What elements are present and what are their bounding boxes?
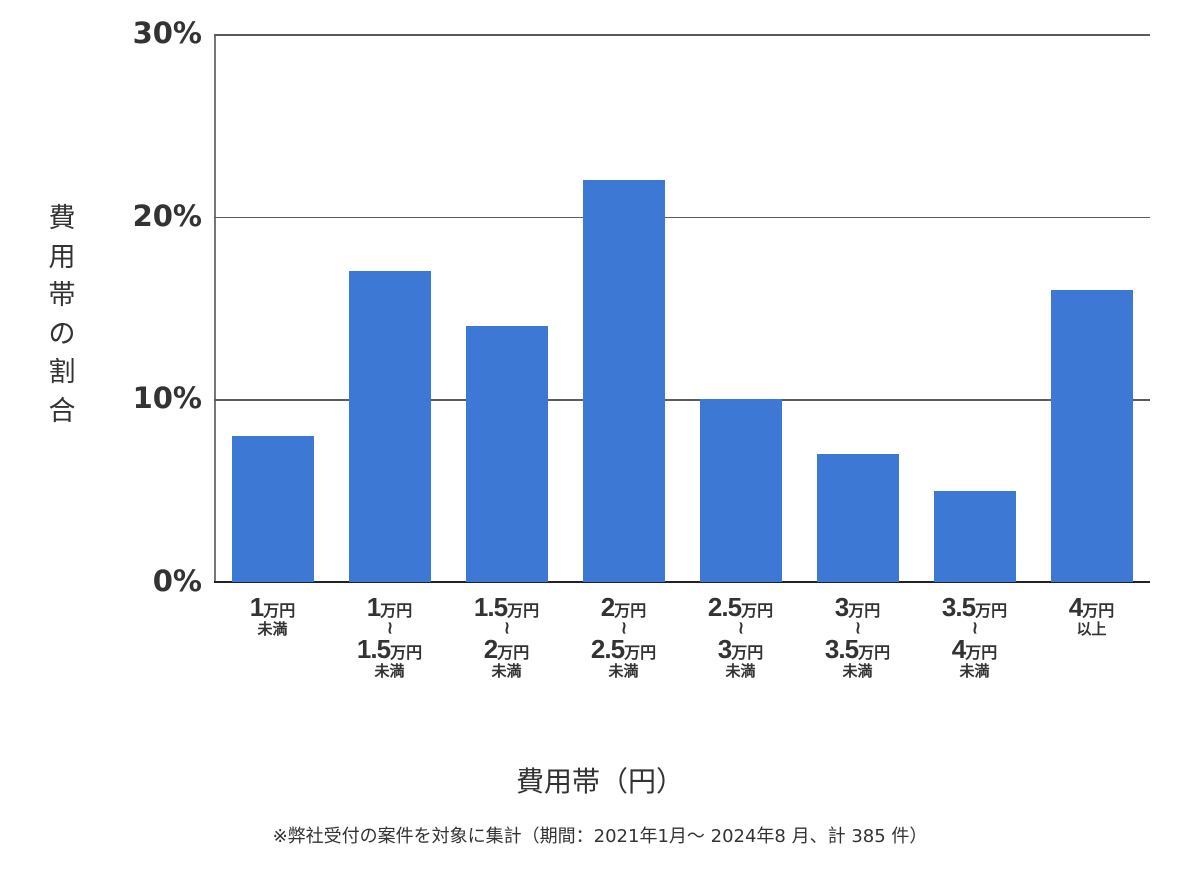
x-tick-label: 1万円 ~1.5万円 未満 — [356, 592, 423, 680]
y-axis-title: 費 用 帯 の 割 合 — [48, 203, 76, 427]
plot-area — [214, 34, 1150, 583]
x-tick-label: 2万円 ~2.5万円 未満 — [590, 592, 657, 680]
x-tick-label: 2.5万円 ~3万円 未満 — [707, 592, 774, 680]
x-tick-label: 4万円 以上 — [1068, 592, 1115, 638]
x-tick-label: 1万円 未満 — [249, 592, 296, 638]
bar — [231, 435, 314, 582]
x-tick-label: 3万円 ~3.5万円 未満 — [824, 592, 891, 680]
bar — [933, 490, 1016, 582]
bar — [465, 326, 548, 582]
gridline — [214, 216, 1150, 219]
bar — [582, 180, 665, 582]
bar — [1050, 289, 1133, 582]
x-tick-label: 3.5万円 ~4万円 未満 — [941, 592, 1008, 680]
x-axis-title: 費用帯（円） — [515, 765, 684, 798]
gridline — [214, 399, 1150, 401]
bar — [699, 399, 782, 582]
bar — [816, 454, 899, 582]
x-tick-label: 1.5万円 ~2万円 未満 — [473, 592, 540, 680]
gridline — [214, 34, 1150, 36]
y-tick-label: 30% — [132, 16, 202, 50]
y-tick-label: 10% — [132, 381, 202, 416]
y-tick-label: 0% — [152, 564, 202, 598]
x-axis-baseline — [214, 581, 1150, 583]
y-axis-line — [214, 34, 216, 582]
bar — [348, 271, 431, 582]
y-tick-label: 20% — [132, 198, 202, 233]
footnote: ※弊社受付の案件を対象に集計（期間：2021年1月～ 2024年8 月、計 38… — [272, 826, 928, 847]
